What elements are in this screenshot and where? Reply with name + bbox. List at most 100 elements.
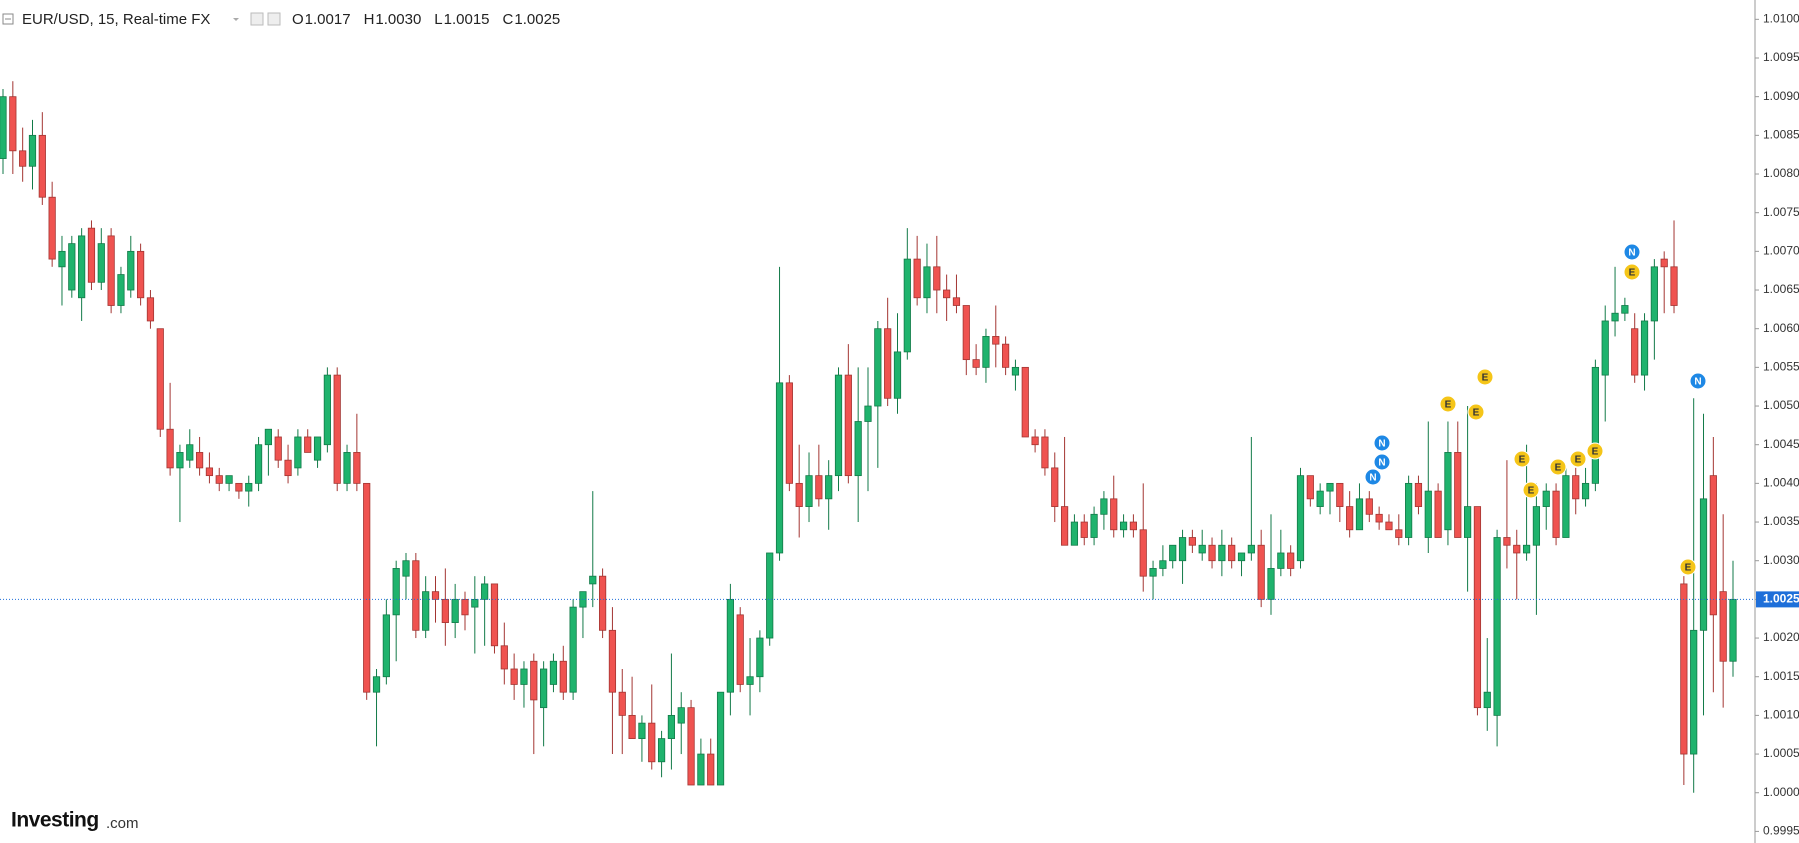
candle-body [756, 637, 764, 678]
candle-body [461, 598, 469, 616]
candle-body [1080, 521, 1088, 538]
event-marker [1522, 481, 1540, 499]
event-label: N [1694, 377, 1701, 388]
candle-body [1178, 537, 1187, 562]
candle-body [481, 583, 489, 600]
event-label: E [1555, 463, 1562, 474]
candle-body [1021, 366, 1029, 438]
candle-body [992, 336, 1000, 345]
candle-body [58, 250, 66, 268]
ohlc-value: 1.0017 [305, 11, 351, 28]
candle-body [186, 444, 194, 461]
event-label: E [1445, 400, 1452, 411]
event-label: N [1378, 458, 1385, 469]
brand-suffix: .com [106, 815, 139, 832]
candle-body [343, 452, 351, 484]
candle-body [1611, 312, 1619, 322]
candle-body [569, 606, 577, 693]
candle-body [1503, 537, 1511, 546]
candle-body [805, 475, 813, 507]
candle-body [1247, 544, 1255, 554]
candle-body [1198, 544, 1206, 554]
event-marker [1373, 434, 1391, 452]
candle-body [1228, 544, 1236, 562]
candle-body [657, 738, 666, 763]
ohlc-value: 1.0025 [514, 11, 560, 28]
event-marker [1476, 368, 1494, 386]
candle-body [923, 266, 931, 299]
candle-body [1326, 482, 1334, 492]
candle-body [1041, 436, 1049, 469]
candle-body [402, 560, 410, 577]
event-label: E [1473, 408, 1480, 419]
candle-body [510, 668, 518, 685]
candle-body [1690, 629, 1698, 755]
candle-body [687, 707, 695, 786]
collapse-icon[interactable] [2, 13, 14, 25]
candle-body [962, 305, 970, 361]
event-marker [1364, 468, 1382, 486]
y-tick-label: 1.0005 [1763, 746, 1799, 760]
candle-body [854, 421, 862, 477]
event-label: E [1685, 563, 1692, 574]
candle-body [1237, 552, 1246, 562]
candle-body [1660, 258, 1668, 268]
candle-body [264, 428, 272, 446]
y-tick-label: 1.0040 [1763, 476, 1799, 490]
event-label: E [1575, 455, 1582, 466]
candle-body [1473, 506, 1482, 709]
candle-body [451, 598, 459, 623]
dropdown-arrow[interactable] [233, 18, 239, 21]
candle-body [1208, 544, 1216, 562]
candle-body [1002, 343, 1010, 368]
candle-body [323, 374, 331, 446]
event-label: N [1628, 248, 1635, 259]
candle-body [1680, 583, 1688, 755]
ohlc-name: C [503, 11, 514, 28]
candle-body [628, 714, 636, 739]
event-marker [1439, 395, 1457, 413]
candle-body [1375, 513, 1383, 523]
candle-body [1572, 475, 1580, 500]
candle-body [1444, 452, 1452, 531]
candle-body [9, 96, 17, 152]
ohlc-value: 1.0015 [444, 11, 490, 28]
candle-body [1522, 544, 1531, 554]
y-tick-label: 1.0060 [1763, 321, 1799, 335]
event-marker [1623, 263, 1641, 281]
candle-body [1552, 490, 1560, 538]
plot-area [0, 81, 1737, 793]
candle-body [775, 382, 784, 554]
candle-body [1385, 521, 1393, 531]
y-tick-label: 1.0055 [1763, 360, 1799, 374]
event-label: E [1592, 447, 1599, 458]
candle-body [127, 250, 135, 291]
event-marker [1549, 458, 1567, 476]
y-tick-label: 1.0010 [1763, 708, 1799, 722]
candle-body [1513, 544, 1521, 554]
candle-body [0, 96, 7, 159]
candle-body [156, 328, 164, 430]
y-tick-label: 1.0085 [1763, 128, 1799, 142]
y-tick-label: 1.0075 [1763, 205, 1799, 219]
candle-body [1011, 366, 1020, 376]
candle-body [195, 452, 204, 469]
candle-body [933, 266, 941, 291]
settings-icon[interactable] [250, 12, 264, 26]
candle-body [1395, 529, 1403, 538]
candle-body [599, 575, 607, 631]
close-icon[interactable] [267, 12, 281, 26]
candle-body [1405, 482, 1413, 538]
ohlc-name: O [292, 11, 304, 28]
candle-body [1218, 544, 1226, 562]
candle-body [1631, 328, 1639, 376]
candle-body [707, 753, 715, 786]
candle-body [1070, 521, 1079, 546]
candle-body [1277, 552, 1285, 569]
candle-body [500, 645, 508, 670]
candle-body [1159, 560, 1167, 569]
candle-body [559, 660, 567, 693]
event-label: N [1369, 473, 1376, 484]
candle-body [215, 475, 223, 484]
